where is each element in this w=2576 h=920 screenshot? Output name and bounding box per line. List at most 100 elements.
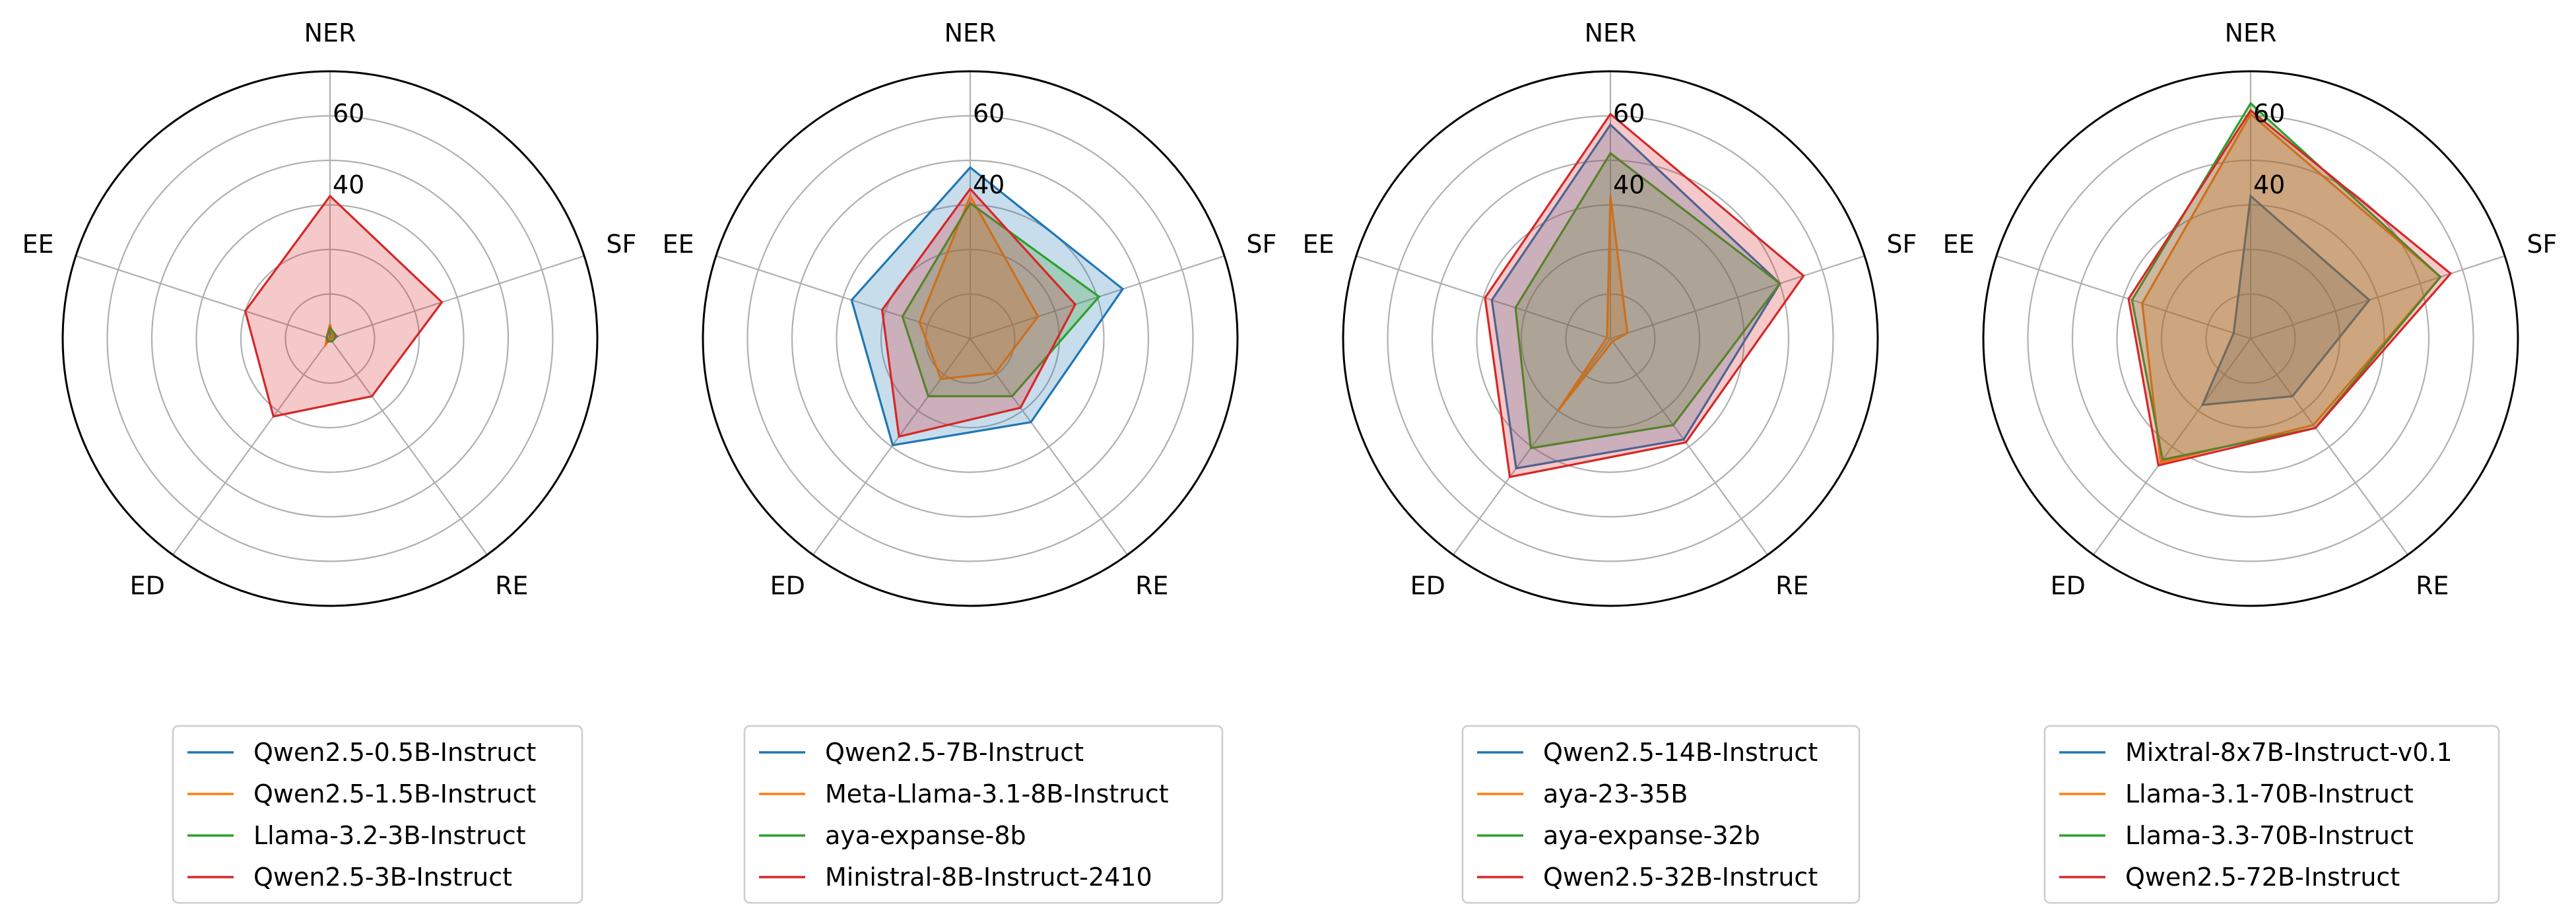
series-line [244,194,444,418]
axis-label-sf: SF [1886,230,1917,259]
axis-label-ee: EE [1943,230,1975,259]
series-area [851,167,1123,445]
series-area [1515,153,1780,448]
axis-label-re: RE [2416,572,2449,601]
radar-panel-2: 40 60 NER SF RE ED EE [663,18,1276,607]
series-area [2202,196,2369,405]
series-line [901,201,1101,398]
axis-label-ed: ED [770,572,805,601]
series-line [2200,193,2371,407]
radial-tick-label: 60 [973,99,1005,128]
legend-2: Qwen2.5-7B-Instruct Meta-Llama-3.1-8B-Ins… [743,725,1224,904]
outer-frame [61,70,599,607]
grid-spoke [172,338,331,556]
legend-entry: Qwen2.5-14B-Instruct [1543,738,1818,767]
axis-label-sf: SF [2526,230,2557,259]
series-line [2130,102,2442,461]
legend-3: Qwen2.5-14B-Instruct aya-23-35B aya-expans… [1461,725,1861,904]
legend-frame [2043,725,2500,904]
axis-label-sf: SF [1246,230,1276,259]
grid-spoke [715,255,971,340]
series-line [850,166,1125,447]
series-line [1484,112,1805,478]
series-area [1492,125,1780,469]
grid-spoke [1996,255,2251,340]
legend-entry: Ministral-8B-Instruct-2410 [825,863,1152,892]
grid-spoke [2250,255,2505,340]
radial-tick-label: 40 [2253,170,2285,199]
radial-tick-label: 60 [2253,99,2285,128]
series-line [880,187,1077,438]
grid-spoke [1610,255,1865,340]
legend-entry: Qwen2.5-3B-Instruct [253,863,512,892]
radial-tick-label: 40 [1613,170,1645,199]
series-area [2132,103,2441,460]
axis-label-ner: NER [944,18,997,48]
series-line [1557,195,1629,412]
radial-tick-label: 60 [333,99,364,128]
axis-label-re: RE [1135,572,1168,601]
legend-entry: Llama-3.1-70B-Instruct [2125,779,2414,808]
axis-label-ed: ED [2051,572,2086,601]
series-area [245,196,442,416]
radar-panel-4: 40 60 NER SF RE ED EE [1943,18,2557,607]
legend-4: Mixtral-8x7B-Instruct-v0.1 Llama-3.1-70B-… [2043,725,2500,904]
axis-label-ner: NER [304,18,356,48]
series-line [1514,151,1782,449]
legend-entry: Llama-3.3-70B-Instruct [2125,821,2414,850]
outer-frame [702,70,1239,607]
series-area [2129,110,2451,466]
legend-entry: Mixtral-8x7B-Instruct-v0.1 [2125,738,2453,767]
legend-entry: aya-23-35B [1543,779,1688,808]
legend-entry: aya-expanse-32b [1543,821,1760,850]
legend-entry: Qwen2.5-32B-Instruct [1543,863,1818,892]
axis-label-ner: NER [1585,18,1637,48]
grid-spoke [970,338,1128,556]
radar-panel-1: 40 60 NER SF RE ED EE [22,18,636,607]
outer-frame [1342,70,1879,607]
legend-entry: Qwen2.5-1.5B-Instruct [253,779,536,808]
series-area [2142,114,2441,463]
legend-entry: Qwen2.5-72B-Instruct [2125,863,2400,892]
series-line [2127,109,2453,467]
legend-frame [172,725,583,904]
series-line [1490,123,1781,470]
legend-frame [743,725,1224,904]
legend-entry: Qwen2.5-0.5B-Instruct [253,738,536,767]
axis-label-ed: ED [1410,572,1445,601]
grid-spoke [2250,338,2408,556]
radial-tick-label: 40 [333,170,364,199]
legend-frame [1461,725,1861,904]
legend-1: Qwen2.5-0.5B-Instruct Qwen2.5-1.5B-Instru… [172,725,583,904]
axis-label-ee: EE [22,230,54,259]
legend-entry: Qwen2.5-7B-Instruct [825,738,1084,767]
axis-label-ee: EE [1303,230,1335,259]
series-line [325,325,339,343]
grid-spoke [812,338,971,556]
axis-label-ee: EE [663,230,694,259]
series-line [918,193,1040,380]
grid-spoke [1453,338,1611,556]
grid-spoke [1356,255,1611,340]
series-area [882,189,1076,437]
grid-spoke [75,255,331,340]
radial-tick-label: 60 [1613,99,1645,128]
series-area [919,196,1038,379]
axis-label-ner: NER [2225,18,2277,48]
grid-spoke [2093,338,2251,556]
series-area [902,203,1100,397]
axis-label-re: RE [495,572,528,601]
grid-spoke [329,255,585,340]
radar-panel-3: 40 60 NER SF RE ED EE [1303,18,1917,607]
legend-entry: Meta-Llama-3.1-8B-Instruct [825,779,1169,808]
legend-entry: aya-expanse-8b [825,821,1026,850]
radial-tick-label: 40 [973,170,1005,199]
axis-label-sf: SF [606,230,636,259]
grid-spoke [329,338,488,556]
legend-entry: Llama-3.2-3B-Instruct [253,821,526,850]
axis-label-re: RE [1775,572,1808,601]
grid-spoke [1610,338,1768,556]
axis-label-ed: ED [130,572,165,601]
series-area [1485,114,1804,477]
